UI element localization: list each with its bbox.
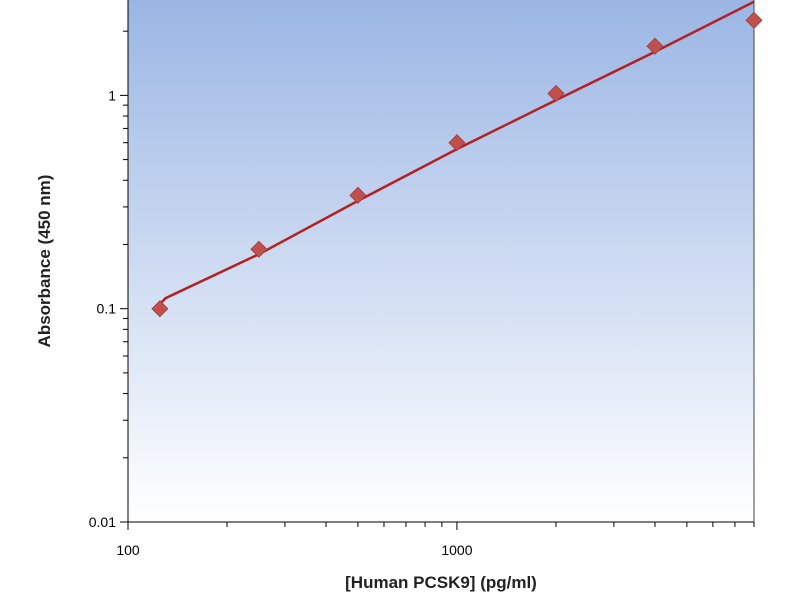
data-point [151,300,169,318]
data-point [646,37,664,55]
y-tick-label: 0.01 [89,514,116,530]
data-point [349,186,367,204]
x-tick-label: 1000 [441,542,472,558]
x-minor-ticks [127,522,755,530]
data-point [745,11,763,29]
data-point [448,134,466,152]
x-axis-title: [Human PCSK9] (pg/ml) [345,573,537,592]
y-axis-title: Absorbance (450 nm) [35,175,54,348]
y-minor-ticks [120,30,128,523]
y-tick-label: 1 [108,87,116,103]
x-tick-label: 100 [116,542,140,558]
plot-area [128,0,754,522]
data-point [547,84,565,103]
data-points [151,11,763,318]
data-point [250,240,268,258]
fit-curve [158,0,755,306]
y-tick-label: 0.1 [97,301,117,317]
y-tick-labels: 0.01 0.1 1 [89,87,116,530]
x-tick-labels: 100 1000 [116,542,472,558]
